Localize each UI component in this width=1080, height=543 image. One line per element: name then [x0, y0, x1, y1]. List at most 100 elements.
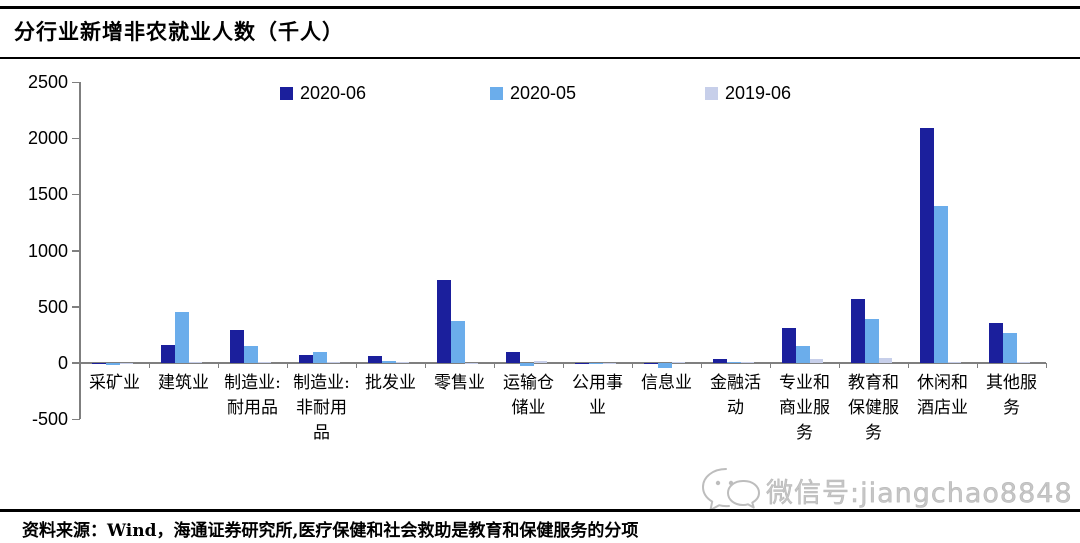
- bar-2020-06: [161, 345, 175, 363]
- x-axis-tick: [1045, 362, 1047, 368]
- x-axis-category-label: 零售业: [434, 372, 485, 393]
- y-axis-tick-label: -500: [31, 409, 68, 429]
- bar-2020-06: [644, 362, 658, 364]
- y-axis-tick-label: 0: [57, 352, 68, 373]
- title-divider: [0, 57, 1080, 59]
- bar-2020-06: [782, 328, 796, 363]
- bar-2020-06: [299, 355, 313, 363]
- bar-2019-06: [327, 362, 340, 364]
- bar-2019-06: [810, 358, 823, 363]
- bottom-divider: [0, 509, 1080, 512]
- x-axis-category-label: 专业和 商业服 务: [779, 372, 830, 443]
- x-axis-category-label: 制造业: 耐用品: [224, 372, 281, 418]
- legend-label: 2020-06: [300, 83, 367, 103]
- bar-2019-06: [672, 361, 685, 363]
- bar-2020-05: [865, 319, 879, 363]
- bar-2020-06: [575, 362, 589, 364]
- bar-2019-06: [1017, 361, 1030, 363]
- legend-label: 2020-05: [510, 83, 577, 103]
- x-axis-category-label: 建筑业: [158, 372, 209, 393]
- bar-2020-06: [230, 330, 244, 363]
- x-axis-tick: [79, 362, 81, 368]
- bar-2020-05: [520, 362, 534, 367]
- x-axis-tick: [700, 362, 702, 368]
- bar-2020-05: [313, 352, 327, 363]
- legend-swatch-icon: [705, 86, 718, 100]
- legend-item-2020-05: 2020-05: [490, 83, 577, 103]
- y-axis-tick: [72, 418, 80, 420]
- bar-2020-06: [368, 356, 382, 363]
- bar-2020-06: [506, 351, 520, 363]
- bar-2020-05: [1003, 333, 1017, 363]
- y-axis-tick-label: 500: [37, 296, 68, 317]
- x-axis-tick: [976, 362, 978, 368]
- bar-2020-06: [851, 299, 865, 363]
- x-axis-tick: [769, 362, 771, 368]
- bar-2020-06: [437, 279, 451, 363]
- x-axis-tick: [286, 362, 288, 368]
- x-axis-tick: [907, 362, 909, 368]
- y-axis-tick: [72, 250, 80, 252]
- bar-2020-05: [451, 321, 465, 363]
- x-axis-tick: [217, 362, 219, 368]
- y-axis-tick-label: 2500: [27, 72, 68, 92]
- bar-2019-06: [741, 362, 754, 364]
- bar-2020-05: [796, 345, 810, 363]
- x-axis-tick: [562, 362, 564, 368]
- bar-2020-06: [713, 359, 727, 363]
- plot-area: 2500 2000 1500 1000 500 0 -500 采矿业 建筑业 制造业: 耐用品 制造…: [0, 60, 1080, 505]
- top-divider: [0, 6, 1080, 9]
- x-axis-category-label: 批发业: [365, 372, 416, 393]
- bar-2020-06: [920, 128, 934, 363]
- source-note: 资料来源：Wind，海通证券研究所,医疗保健和社会救助是教育和保健服务的分项: [22, 521, 639, 541]
- wechat-id-text: 微信号:jiangchao8848: [766, 477, 1073, 509]
- y-axis-tick: [72, 193, 80, 196]
- bar-2020-05: [727, 361, 741, 363]
- chart-title: 分行业新增非农就业人数（千人）: [14, 19, 344, 44]
- x-axis-tick: [631, 362, 633, 368]
- x-axis-category-label: 采矿业: [89, 372, 140, 393]
- x-axis-category-label: 运输仓 储业: [503, 372, 554, 418]
- bar-2020-05: [382, 360, 396, 363]
- bar-2020-05: [106, 362, 120, 366]
- x-axis-tick: [355, 362, 357, 368]
- legend-item-2019-06: 2019-06: [705, 83, 792, 103]
- legend-swatch-icon: [490, 86, 503, 100]
- x-axis-category-label: 公用事 业: [572, 372, 623, 418]
- x-axis-category-label: 其他服 务: [986, 372, 1037, 418]
- bar-2019-06: [189, 361, 202, 363]
- bar-2019-06: [120, 362, 133, 364]
- bar-2019-06: [465, 362, 478, 364]
- bar-2020-05: [589, 362, 603, 364]
- x-axis-tick: [838, 362, 840, 368]
- x-axis-category-label: 制造业: 非耐用 品: [293, 372, 350, 443]
- y-axis-tick: [72, 137, 80, 140]
- wechat-watermark: 微信号:jiangchao8848: [698, 464, 1073, 516]
- legend-label: 2019-06: [725, 83, 792, 103]
- x-axis-tick: [493, 362, 495, 368]
- bar-2020-05: [934, 205, 948, 363]
- bar-2020-05: [244, 345, 258, 363]
- x-axis-category-label: 休闲和 酒店业: [917, 372, 968, 418]
- bar-2020-06: [989, 322, 1003, 363]
- bar-2019-06: [396, 362, 409, 364]
- y-axis-tick: [72, 306, 80, 308]
- bar-2020-05: [658, 362, 672, 368]
- legend-item-2020-06: 2020-06: [280, 83, 367, 103]
- bar-2020-05: [175, 311, 189, 363]
- y-axis-tick-label: 1500: [27, 184, 68, 205]
- y-axis-tick-label: 1000: [27, 240, 68, 261]
- bar-2019-06: [603, 362, 616, 364]
- y-axis-tick-label: 2000: [27, 128, 68, 149]
- bar-2019-06: [258, 361, 271, 363]
- employment-bar-chart: 2020-06 2020-05 2019-06 2500 2000 1500 1000 50…: [0, 60, 1080, 505]
- x-axis-tick: [424, 362, 426, 368]
- bar-2019-06: [879, 357, 892, 363]
- y-axis-tick: [72, 362, 80, 364]
- x-axis-category-label: 金融活 动: [710, 372, 761, 418]
- x-axis-category-label: 教育和 保健服 务: [848, 372, 899, 443]
- legend-swatch-icon: [280, 86, 293, 100]
- bar-2020-06: [92, 362, 106, 364]
- bar-2019-06: [948, 361, 961, 363]
